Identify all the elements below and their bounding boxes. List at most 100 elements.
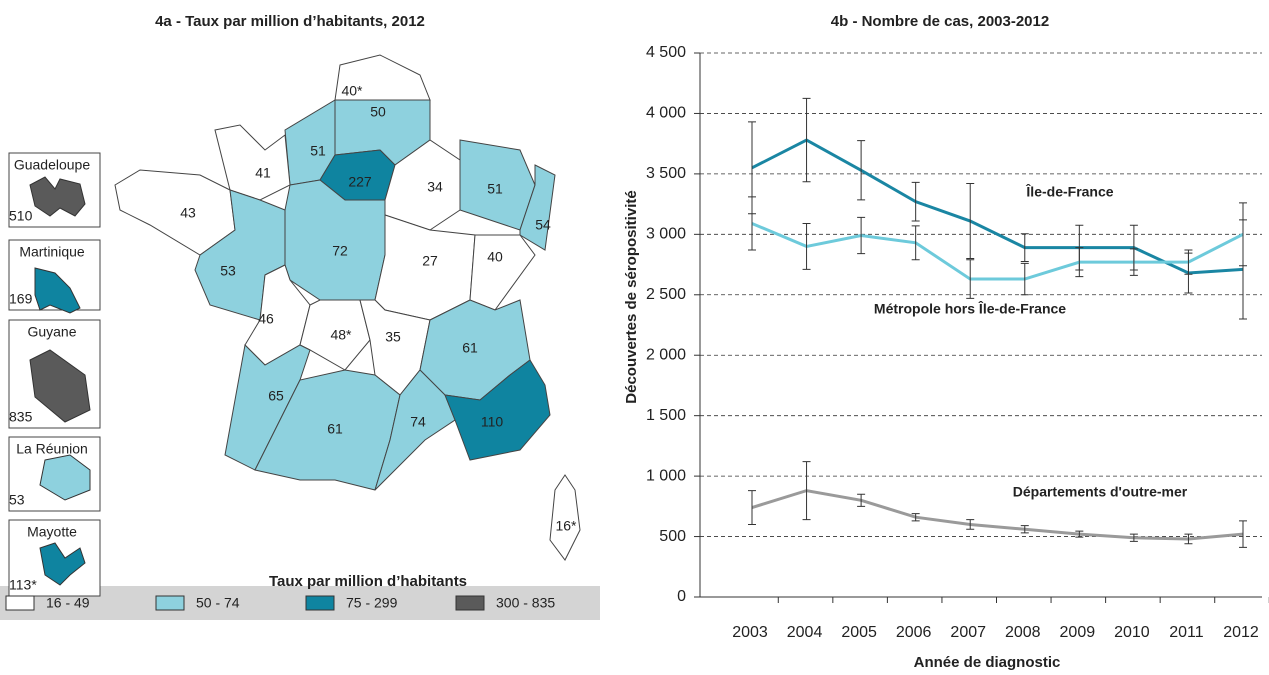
inset-value: 835 — [9, 409, 33, 425]
region — [374, 369, 456, 491]
error-bar — [1020, 262, 1029, 296]
error-bar — [1184, 249, 1193, 275]
error-bar — [1184, 533, 1193, 545]
error-bar — [966, 183, 975, 260]
x-tick-label: 2009 — [1060, 624, 1096, 641]
legend-swatch — [305, 595, 335, 611]
region — [469, 234, 536, 311]
error-bar — [1239, 520, 1247, 548]
region-label: 27 — [422, 253, 438, 269]
region-label: 54 — [535, 217, 551, 233]
region-label: 40* — [341, 83, 363, 99]
region-label: 34 — [427, 179, 443, 195]
region-label: 51 — [310, 143, 326, 159]
region-label: 51 — [487, 181, 503, 197]
y-tick-label: 1 000 — [646, 467, 686, 484]
y-tick-label: 500 — [659, 528, 686, 545]
y-tick-label: 2 000 — [646, 346, 686, 363]
region — [444, 359, 551, 461]
inset-value: 53 — [9, 492, 25, 508]
error-bar — [1020, 525, 1029, 534]
region-label: 35 — [385, 329, 401, 345]
region-label: 40 — [487, 249, 503, 265]
inset-region — [29, 349, 91, 423]
series-label: Métropole hors Île-de-France — [874, 300, 1066, 317]
y-tick-label: 2 500 — [646, 286, 686, 303]
y-tick-label: 4 000 — [646, 105, 686, 122]
x-tick-label: 2003 — [732, 624, 768, 641]
region-label: 74 — [410, 414, 426, 430]
error-bar — [802, 461, 811, 521]
inset-region — [39, 454, 91, 501]
region — [549, 474, 581, 561]
inset-region — [29, 176, 86, 217]
x-tick-label: 2007 — [950, 624, 986, 641]
error-bar — [802, 222, 811, 270]
y-tick-label: 4 500 — [646, 44, 686, 61]
region-label: 61 — [327, 421, 343, 437]
y-tick-label: 0 — [677, 588, 686, 605]
region-label: 46 — [258, 311, 274, 327]
error-bar — [1129, 248, 1138, 276]
error-bar — [1020, 233, 1029, 263]
inset-name: Martinique — [19, 244, 85, 260]
error-bar — [1129, 533, 1138, 542]
legend-swatch — [5, 595, 35, 611]
region-label: 16* — [555, 518, 577, 534]
region-label: 110 — [481, 414, 504, 430]
chart-title: 4b - Nombre de cas, 2003-2012 — [831, 13, 1049, 30]
inset-name: Guyane — [27, 324, 76, 340]
x-tick-label: 2010 — [1114, 624, 1150, 641]
inset-region — [34, 267, 81, 314]
inset-value: 113* — [9, 577, 37, 593]
error-bar — [911, 513, 920, 522]
inset-value: 510 — [9, 208, 33, 224]
y-tick-label: 3 500 — [646, 165, 686, 182]
inset-name: Guadeloupe — [14, 157, 91, 173]
inset-value: 169 — [9, 291, 33, 307]
region-label: 50 — [370, 104, 386, 120]
error-bar — [1239, 202, 1247, 267]
inset-region — [39, 542, 86, 586]
legend-title: Taux par million d’habitants — [269, 573, 467, 590]
region-label: 48* — [330, 327, 352, 343]
region-label: 65 — [268, 388, 284, 404]
region-label: 61 — [462, 340, 478, 356]
region-label: 72 — [332, 243, 348, 259]
x-tick-label: 2011 — [1169, 624, 1204, 641]
x-tick-label: 2012 — [1223, 624, 1259, 641]
x-tick-label: 2004 — [787, 624, 823, 641]
error-bar — [1075, 530, 1084, 538]
legend-label: 50 - 74 — [196, 595, 240, 611]
inset-name: Mayotte — [27, 524, 77, 540]
region-label: 43 — [180, 205, 196, 221]
legend-label: 16 - 49 — [46, 595, 90, 611]
error-bar — [966, 519, 975, 530]
region-label: 53 — [220, 263, 236, 279]
legend-swatch — [155, 595, 185, 611]
error-bar — [966, 259, 975, 299]
series-label: Île-de-France — [1025, 183, 1113, 200]
legend-label: 300 - 835 — [496, 595, 555, 611]
error-bar — [857, 493, 866, 507]
series-line — [751, 222, 1244, 281]
series-line — [751, 138, 1244, 275]
map-title: 4a - Taux par million d’habitants, 2012 — [155, 13, 425, 30]
error-bar — [748, 490, 756, 525]
inset-name: La Réunion — [16, 441, 88, 457]
y-tick-label: 1 500 — [646, 407, 686, 424]
region — [384, 139, 461, 231]
error-bar — [1075, 247, 1084, 278]
y-axis-label: Découvertes de séropositivité — [623, 190, 640, 403]
region-label: 227 — [348, 174, 372, 190]
x-tick-label: 2006 — [896, 624, 932, 641]
y-tick-label: 3 000 — [646, 226, 686, 243]
series-line — [751, 489, 1244, 541]
error-bar — [857, 140, 866, 201]
error-bar — [748, 196, 756, 251]
legend-swatch — [455, 595, 485, 611]
legend-label: 75 - 299 — [346, 595, 398, 611]
region-label: 41 — [255, 165, 271, 181]
x-tick-label: 2008 — [1005, 624, 1041, 641]
x-axis-label: Année de diagnostic — [914, 654, 1061, 671]
